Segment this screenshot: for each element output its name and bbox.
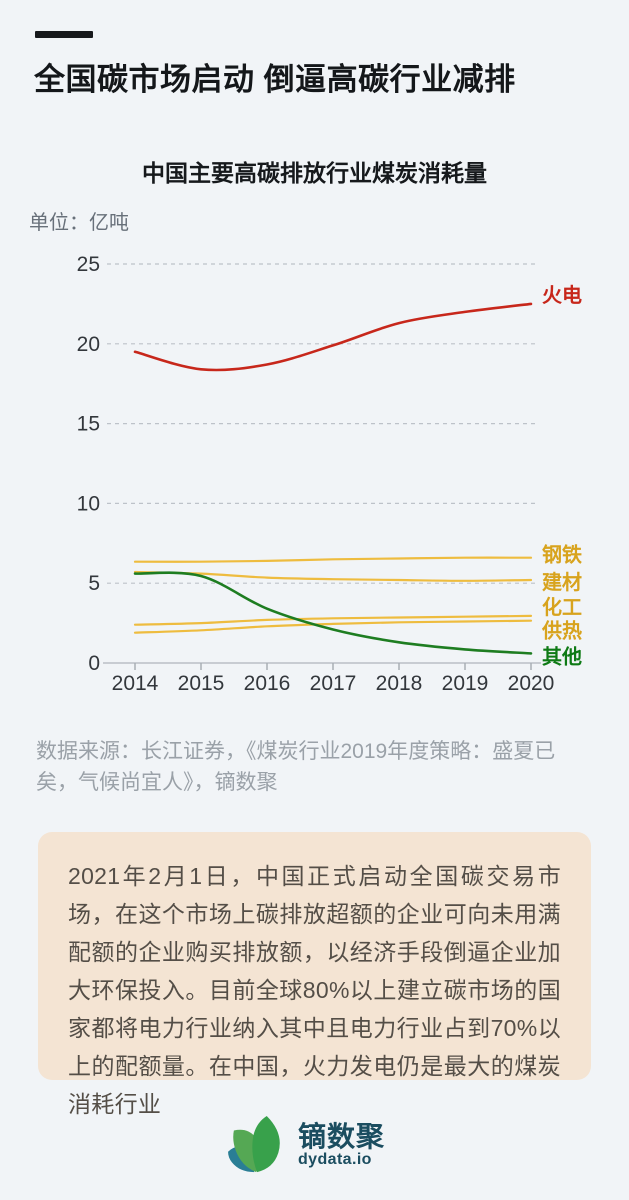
x-tick-label: 2017	[310, 672, 357, 695]
series-line-5	[133, 571, 533, 655]
header-dash	[35, 31, 93, 38]
note-box: 2021年2月1日，中国正式启动全国碳交易市场，在这个市场上碳排放超额的企业可向…	[38, 832, 591, 1117]
brand-name: 镝数聚	[298, 1120, 386, 1152]
footer-logo: 镝数聚 dydata.io	[227, 1116, 385, 1174]
x-tick-label: 2015	[178, 672, 225, 695]
page-title: 全国碳市场启动 倒逼高碳行业减排	[34, 62, 516, 97]
series-line-0	[133, 302, 533, 372]
y-tick-label: 10	[77, 492, 100, 515]
series-line-1	[133, 556, 533, 563]
series-label-3: 化工	[542, 595, 582, 619]
brand-domain: dydata.io	[298, 1150, 372, 1168]
x-tick-label: 2020	[508, 672, 555, 695]
y-tick-label: 5	[88, 572, 100, 595]
series-label-0: 火电	[542, 284, 582, 307]
y-tick-label: 15	[77, 413, 100, 436]
series-label-4: 供热	[541, 619, 582, 643]
x-tick-label: 2016	[244, 672, 291, 695]
series-line-2	[133, 570, 533, 582]
y-tick-label: 25	[77, 253, 100, 276]
x-tick-label: 2014	[112, 672, 159, 695]
unit-label: 单位：亿吨	[29, 212, 129, 234]
data-source-text: 数据来源：长江证券，《煤炭行业2019年度策略：盛夏已矣，气候尚宜人》，镝数聚	[36, 740, 556, 794]
leaf-logo-icon	[228, 1116, 280, 1173]
brand-text-block: 镝数聚 dydata.io	[298, 1122, 385, 1169]
note-text: 2021年2月1日，中国正式启动全国碳交易市场，在这个市场上碳排放超额的企业可向…	[68, 863, 561, 1117]
x-tick-label: 2018	[376, 672, 423, 695]
y-tick-label: 0	[88, 652, 100, 675]
series-label-2: 建材	[542, 570, 582, 594]
series-line-4	[133, 619, 533, 634]
x-tick-label: 2019	[442, 672, 489, 695]
series-label-5: 其他	[542, 644, 582, 668]
series-label-1: 钢铁	[542, 543, 582, 567]
y-tick-label: 20	[77, 333, 100, 356]
coal-consumption-line-chart: 0 5 10 15 20 25 2014 2015 2016 2017 2018 2019 2020 火电…	[77, 253, 582, 695]
series-line-3	[133, 614, 533, 626]
chart-title: 中国主要高碳排放行业煤炭消耗量	[142, 160, 487, 186]
